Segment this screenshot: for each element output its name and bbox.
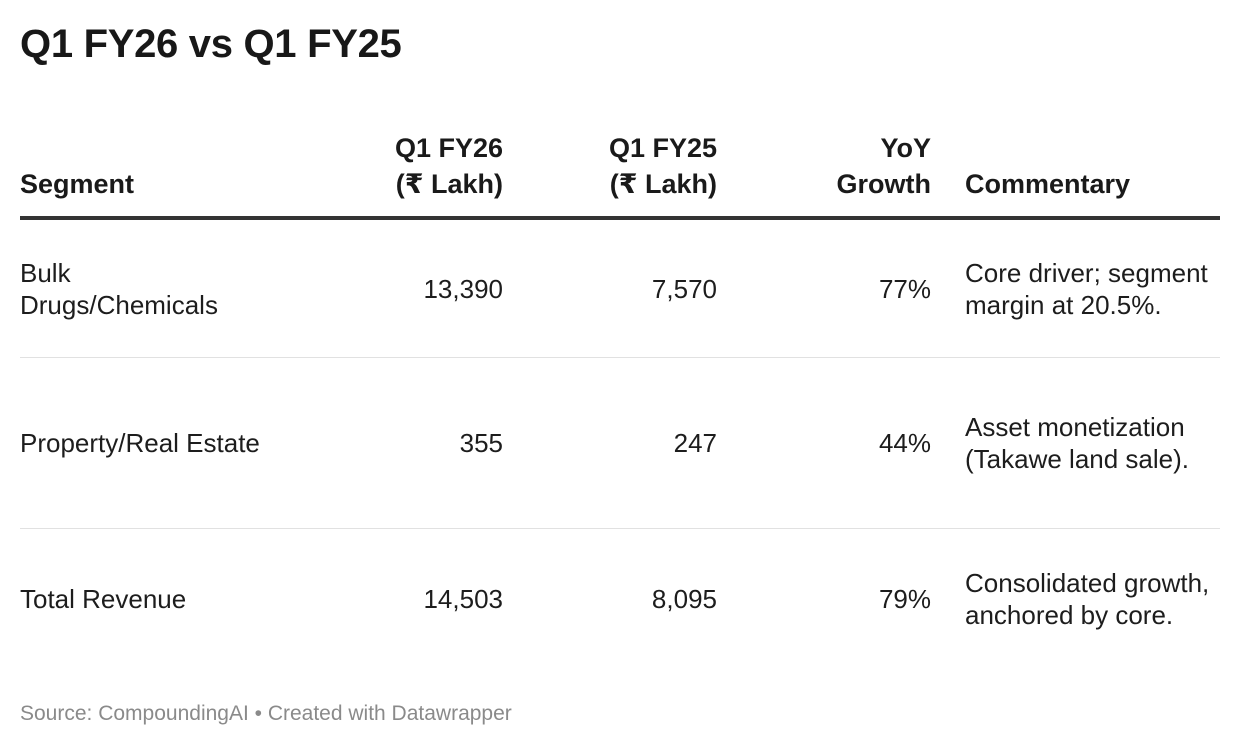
cell-q1-fy26: 14,503 <box>423 584 503 614</box>
data-table: Segment Q1 FY26 (₹ Lakh) Q1 FY25 (₹ Lakh… <box>20 118 1220 669</box>
column-header-commentary[interactable]: Commentary <box>931 118 1220 220</box>
table-row: Total Revenue 14,503 8,095 79% Consolida… <box>20 529 1220 670</box>
cell-commentary: Asset monetization (Takawe land sale). <box>931 357 1220 529</box>
cell-q1-fy26: 355 <box>310 357 503 529</box>
chart-title: Q1 FY26 vs Q1 FY25 <box>20 22 402 66</box>
column-header-q1-fy26[interactable]: Q1 FY26 (₹ Lakh) <box>310 118 503 220</box>
source-footer: Source: CompoundingAI • Created with Dat… <box>20 702 512 725</box>
cell-q1-fy25: 7,570 <box>503 218 717 358</box>
cell-q1-fy25: 247 <box>503 357 717 529</box>
cell-yoy-growth: 79% <box>878 584 931 614</box>
cell-commentary: Core driver; segment margin at 20.5%. <box>931 218 1220 358</box>
table-row: Bulk Drugs/Chemicals 13,390 7,570 77% Co… <box>20 218 1220 358</box>
column-header-segment[interactable]: Segment <box>20 118 310 220</box>
column-header-yoy-growth[interactable]: YoY Growth <box>717 118 931 220</box>
column-header-q1-fy25[interactable]: Q1 FY25 (₹ Lakh) <box>503 118 717 220</box>
cell-q1-fy26: 13,390 <box>310 218 503 358</box>
table-row: Property/Real Estate 355 247 44% Asset m… <box>20 357 1220 529</box>
cell-q1-fy25: 8,095 <box>651 584 717 614</box>
cell-segment: Total Revenue <box>20 584 187 614</box>
cell-commentary: Consolidated growth, anchored by core. <box>965 568 1210 630</box>
cell-segment: Bulk Drugs/Chemicals <box>20 218 310 358</box>
cell-segment: Property/Real Estate <box>20 357 310 529</box>
header-row: Segment Q1 FY26 (₹ Lakh) Q1 FY25 (₹ Lakh… <box>20 118 1220 220</box>
cell-yoy-growth: 77% <box>717 218 931 358</box>
cell-yoy-growth: 44% <box>717 357 931 529</box>
